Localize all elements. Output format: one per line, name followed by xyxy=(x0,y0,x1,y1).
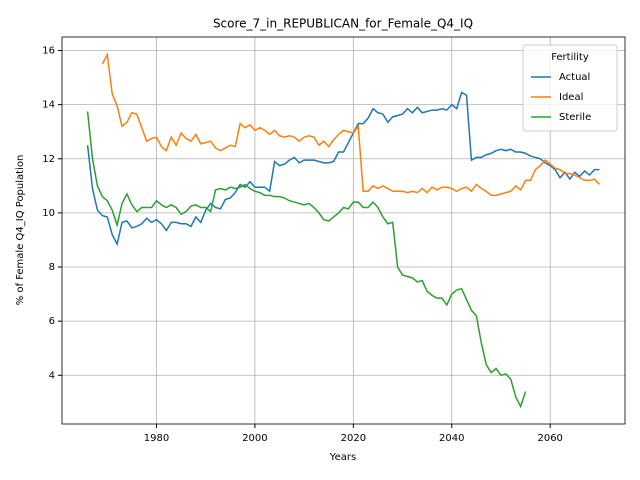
y-tick-label: 10 xyxy=(42,208,55,219)
data-line xyxy=(86,111,527,409)
y-tick-label: 4 xyxy=(49,370,55,381)
legend-label: Sterile xyxy=(559,112,591,123)
x-tick-label: 1980 xyxy=(144,433,169,444)
x-tick-label: 2000 xyxy=(242,433,267,444)
y-tick-label: 16 xyxy=(42,46,55,57)
y-tick-label: 14 xyxy=(42,100,55,111)
legend-title: Fertility xyxy=(551,52,589,63)
y-axis-label: % of Female Q4_IQ Population xyxy=(15,155,26,306)
legend-label: Ideal xyxy=(559,92,583,103)
legend: Fertility Actual Ideal Sterile xyxy=(522,44,618,132)
x-tick-label: 2020 xyxy=(341,433,366,444)
x-tick-label: 2040 xyxy=(439,433,464,444)
data-line xyxy=(86,91,600,247)
legend-box xyxy=(522,44,618,132)
chart-title: Score_7_in_REPUBLICAN_for_Female_Q4_IQ xyxy=(213,17,473,31)
y-tick-label: 6 xyxy=(49,316,55,327)
x-axis-label: Years xyxy=(329,452,356,463)
legend-label: Actual xyxy=(559,72,590,83)
x-tick-label: 2060 xyxy=(537,433,562,444)
y-tick-label: 12 xyxy=(42,154,55,165)
plot-frame xyxy=(61,36,626,425)
data-line xyxy=(101,52,600,197)
y-tick-label: 8 xyxy=(49,262,55,273)
